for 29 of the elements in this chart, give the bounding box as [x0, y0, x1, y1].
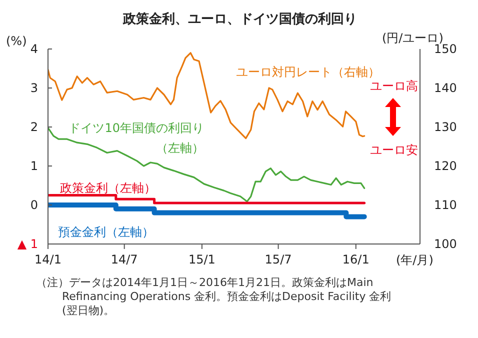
y2-tick-label: 120: [434, 159, 457, 173]
y-tick-label: 1: [30, 159, 38, 173]
line-series: [48, 52, 366, 140]
y2-tick-label: 140: [434, 81, 457, 95]
x-tick-label: 14/7: [110, 252, 138, 267]
x-tick-label: 16/1: [342, 252, 370, 267]
y-tick-label: 0: [30, 198, 38, 212]
text: （注）データは2014年1月1日～2016年1月21日。政策金利はMain Refinancing Operations 金利。預金金利はDeposit Facility 金利(翌日物)。: [36, 276, 392, 318]
y2-tick-label: 100: [434, 237, 457, 251]
y2-tick-label: 110: [434, 198, 457, 212]
series-label: ユーロ対円レート（右軸）: [236, 64, 381, 81]
x-tick-label: 14/1: [34, 252, 62, 267]
annotation: ユーロ安: [370, 142, 418, 159]
series-label: 政策金利（左軸）: [60, 180, 157, 197]
x-axis-title: (年/月): [396, 252, 434, 269]
y-tick-label: 3: [30, 81, 38, 95]
series-label: 預金金利（左軸）: [58, 224, 155, 241]
annotation: ユーロ高: [370, 78, 418, 95]
y-axis-title: (%): [6, 34, 27, 48]
series-label: ドイツ10年国債の利回り（左軸）: [68, 120, 204, 157]
y-tick-label: 4: [30, 42, 38, 56]
y-tick-label: 2: [30, 120, 38, 134]
chart-title: 政策金利、ユーロ、ドイツ国債の利回り: [122, 11, 358, 28]
y2-axis-title: (円/ユーロ): [382, 30, 444, 45]
y2-tick-label: 150: [434, 42, 457, 56]
x-tick-label: 15/1: [188, 252, 216, 267]
y-tick-label: ▲ 1: [17, 237, 38, 251]
x-tick-label: 15/7: [264, 252, 292, 267]
y2-tick-label: 130: [434, 120, 457, 134]
